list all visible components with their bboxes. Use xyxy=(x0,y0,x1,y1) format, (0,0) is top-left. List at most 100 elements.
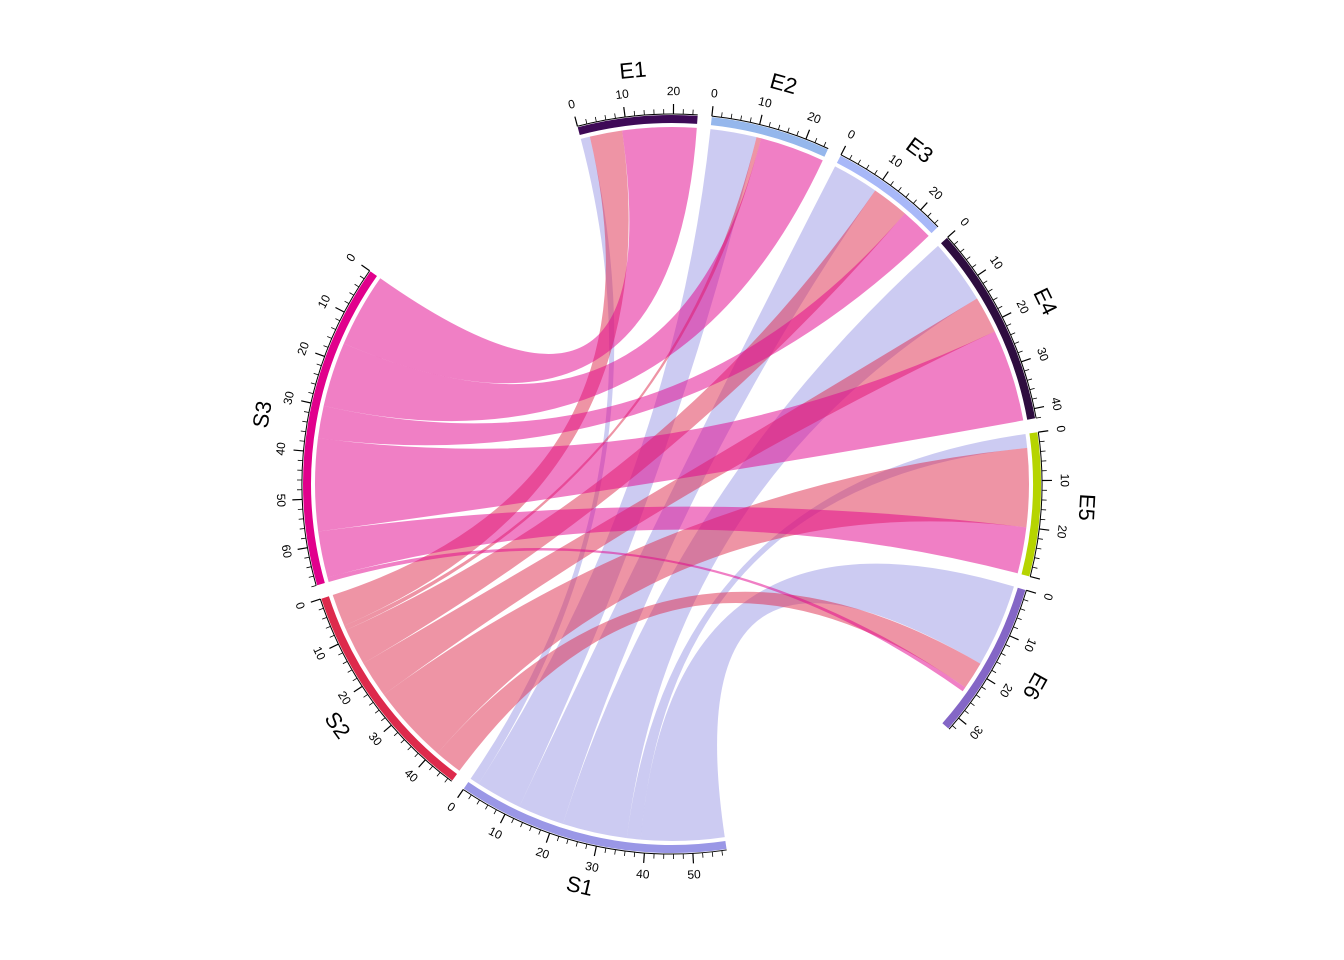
tick-label: 20 xyxy=(294,340,312,358)
minor-tick xyxy=(991,669,997,674)
minor-tick xyxy=(849,154,853,160)
tick-label: 10 xyxy=(1021,636,1039,654)
minor-tick xyxy=(787,127,790,133)
minor-tick xyxy=(354,283,360,288)
major-tick xyxy=(1021,357,1031,363)
link-s2-e5 xyxy=(383,447,1030,754)
sector-label-e1: E1 xyxy=(618,56,647,83)
minor-tick xyxy=(711,851,714,857)
major-tick xyxy=(1034,405,1045,410)
minor-tick xyxy=(624,850,626,857)
sector-label-e4: E4 xyxy=(1028,284,1062,319)
minor-tick xyxy=(1032,397,1038,400)
minor-tick xyxy=(335,318,341,322)
tick-label: 0 xyxy=(567,97,577,112)
major-tick xyxy=(329,643,339,649)
minor-tick xyxy=(300,537,307,540)
major-tick xyxy=(310,598,321,603)
minor-tick xyxy=(327,336,332,339)
minor-tick xyxy=(874,169,878,175)
minor-tick xyxy=(975,694,981,698)
minor-tick xyxy=(971,264,977,268)
minor-tick xyxy=(575,841,578,847)
minor-tick xyxy=(566,839,569,845)
major-tick xyxy=(418,759,426,768)
tick-label: 20 xyxy=(1013,298,1032,317)
minor-tick xyxy=(1020,608,1026,611)
minor-tick xyxy=(730,113,733,119)
minor-tick xyxy=(890,181,894,186)
minor-tick xyxy=(934,219,939,224)
minor-tick xyxy=(721,850,723,856)
minor-tick xyxy=(1034,557,1040,560)
axis-line-e1 xyxy=(577,113,698,127)
sector-e1: 0 10 20 E1 xyxy=(567,56,698,135)
axis-line-e3 xyxy=(840,154,939,228)
minor-tick xyxy=(520,822,523,828)
minor-tick xyxy=(953,241,959,245)
sector-band-e5 xyxy=(1021,432,1042,577)
minor-tick xyxy=(369,702,374,706)
minor-tick xyxy=(585,118,588,125)
sector-label-s1: S1 xyxy=(564,871,596,901)
link-s3-e2 xyxy=(323,138,823,422)
tick-label: 10 xyxy=(486,824,505,843)
minor-tick xyxy=(331,327,336,330)
minor-tick xyxy=(310,382,316,385)
sector-band-e3 xyxy=(836,155,938,234)
axis-line-s1 xyxy=(462,789,727,855)
minor-tick xyxy=(749,117,752,123)
major-tick xyxy=(315,352,325,358)
major-tick xyxy=(1002,312,1012,318)
sector-label-s2: S2 xyxy=(320,707,356,743)
minor-tick xyxy=(992,297,998,301)
major-tick xyxy=(353,685,363,693)
minor-tick xyxy=(740,115,742,121)
minor-tick xyxy=(633,110,636,116)
major-tick xyxy=(692,853,695,864)
minor-tick xyxy=(302,420,308,423)
sector-band-s2 xyxy=(321,596,458,781)
axis-line-s2 xyxy=(319,598,452,782)
tick-label: 20 xyxy=(996,681,1015,700)
minor-tick xyxy=(1017,350,1023,354)
minor-tick xyxy=(468,794,472,800)
minor-tick xyxy=(1036,416,1042,419)
minor-tick xyxy=(322,617,328,620)
minor-tick xyxy=(1037,538,1043,540)
major-tick xyxy=(759,114,763,125)
minor-tick xyxy=(407,746,412,751)
minor-tick xyxy=(1013,626,1019,630)
minor-tick xyxy=(323,345,329,348)
minor-tick xyxy=(777,124,781,130)
major-tick xyxy=(383,724,392,733)
minor-tick xyxy=(303,411,310,413)
sector-label-e2: E2 xyxy=(767,68,800,99)
link-s1-e3 xyxy=(519,166,876,824)
link-s3-e1 xyxy=(343,126,697,384)
minor-tick xyxy=(960,248,965,253)
major-tick xyxy=(545,832,551,843)
minor-tick xyxy=(329,634,335,638)
minor-tick xyxy=(1016,617,1022,621)
tick-label: 10 xyxy=(310,644,329,662)
sector-band-e6 xyxy=(942,587,1026,729)
minor-tick xyxy=(981,686,986,690)
minor-tick xyxy=(299,528,305,530)
tick-label: 50 xyxy=(274,493,289,507)
major-tick xyxy=(840,145,847,156)
minor-tick xyxy=(1005,644,1011,648)
sector-label-e3: E3 xyxy=(901,132,938,168)
tick-label: 40 xyxy=(636,867,651,882)
tick-label: 0 xyxy=(343,251,358,265)
minor-tick xyxy=(997,305,1003,309)
major-tick xyxy=(977,269,987,276)
minor-tick xyxy=(913,199,917,204)
major-tick xyxy=(920,202,928,211)
minor-tick xyxy=(614,113,616,119)
tick-label: 0 xyxy=(957,215,972,230)
sector-e5: 0 10 20 E5 xyxy=(1021,425,1100,580)
minor-tick xyxy=(1006,323,1012,327)
axis-line-s3 xyxy=(301,270,371,586)
